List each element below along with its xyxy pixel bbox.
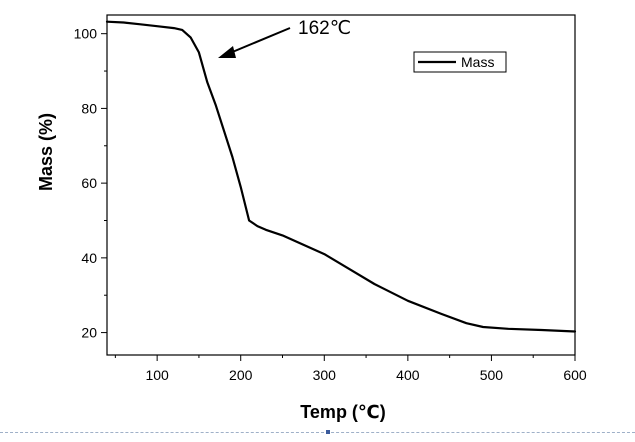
x-tick-label: 200 <box>229 367 253 383</box>
y-axis-ticks: 20 40 60 80 100 <box>74 26 107 341</box>
legend-box <box>413 51 507 73</box>
y-axis-label: Mass (%) <box>36 113 56 191</box>
annotation-arrow <box>229 27 291 54</box>
y-tick-label: 20 <box>81 325 97 341</box>
series-line-mass <box>105 20 577 333</box>
x-tick-label: 500 <box>480 367 504 383</box>
annotation-arrowhead <box>218 46 236 58</box>
plot-frame <box>106 14 576 356</box>
resize-handle[interactable] <box>326 430 330 434</box>
annotation-label: 162℃ <box>298 18 351 39</box>
legend: Mass <box>413 51 507 73</box>
x-axis-label: Temp (℃) <box>300 402 385 422</box>
x-axis-ticks: 100 200 300 400 500 600 <box>114 355 587 383</box>
x-tick-label: 100 <box>145 367 169 383</box>
legend-label: Mass <box>461 54 494 70</box>
x-tick-label: 600 <box>563 367 587 383</box>
y-tick-label: 60 <box>81 175 97 191</box>
y-tick-label: 80 <box>81 100 97 116</box>
y-tick-label: 40 <box>81 250 97 266</box>
window-bottom-divider <box>0 432 635 433</box>
annotation: 162℃ <box>218 18 351 58</box>
y-tick-label: 100 <box>74 26 98 42</box>
x-tick-label: 300 <box>313 367 337 383</box>
x-tick-label: 400 <box>396 367 420 383</box>
